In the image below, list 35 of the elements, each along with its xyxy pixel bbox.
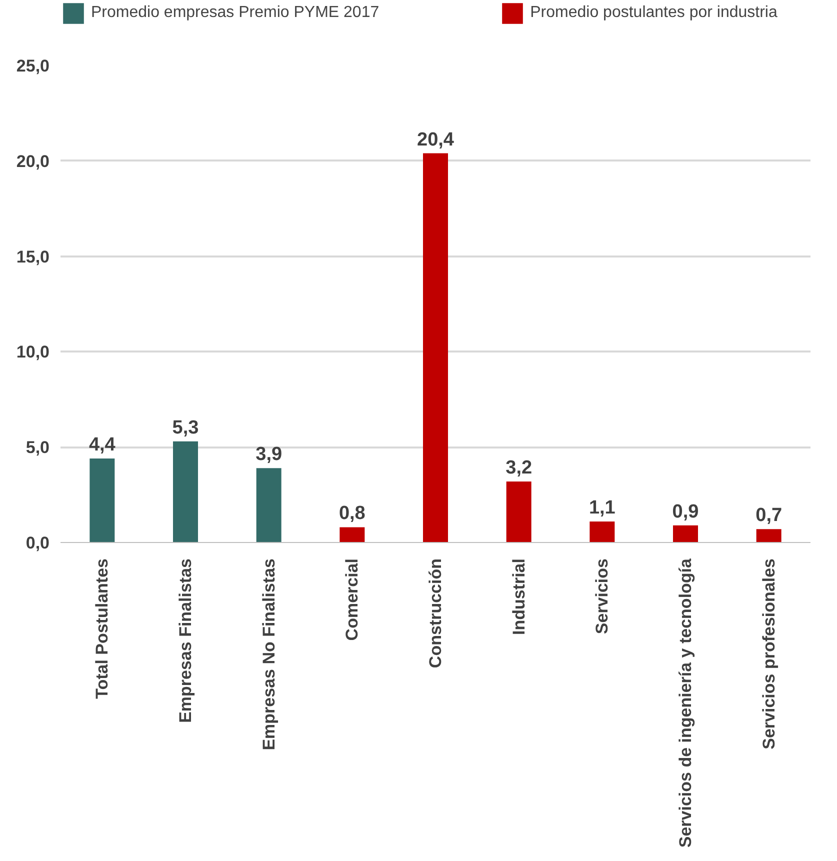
data-label: 3,2: [506, 457, 532, 478]
bar: [423, 153, 448, 542]
bar: [90, 458, 115, 542]
y-tick-label: 5,0: [26, 438, 50, 458]
y-tick-label: 25,0: [16, 56, 50, 76]
x-tick-label: Construcción: [426, 558, 445, 668]
bar: [256, 468, 282, 542]
data-label: 0,7: [756, 505, 782, 526]
x-tick-label: Total Postulantes: [92, 558, 112, 699]
x-tick-label: Industrial: [509, 558, 528, 636]
data-label: 1,1: [588, 498, 616, 519]
x-tick-label: Servicios: [592, 558, 612, 634]
y-tick-label: 10,0: [16, 342, 50, 362]
x-tick-label: Comercial: [342, 558, 362, 641]
x-tick-label: Empresas No Finalistas: [259, 558, 278, 750]
data-label: 3,9: [256, 444, 282, 466]
bar: [590, 522, 615, 542]
data-label: 20,4: [417, 129, 454, 150]
bar: [756, 529, 782, 542]
bar: [340, 527, 365, 542]
x-tick-label: Empresas Finalistas: [176, 558, 195, 723]
data-label: 0,8: [338, 503, 366, 524]
x-tick-label: Servicios profesionales: [759, 558, 778, 750]
legend-label: Promedio empresas Premio PYME 2017: [91, 4, 380, 22]
bar: [506, 481, 532, 542]
data-label: 5,3: [172, 417, 199, 438]
bar: [173, 441, 198, 542]
y-tick-label: 0,0: [26, 534, 50, 552]
y-tick-label: 20,0: [16, 152, 50, 171]
bar: [673, 525, 698, 542]
data-label: 4,4: [88, 434, 116, 456]
data-label: 0,9: [672, 501, 699, 522]
legend-label: Promedio postulantes por industria: [530, 4, 778, 22]
x-tick-label: Servicios de ingeniería y tecnología: [676, 558, 695, 848]
y-tick-label: 15,0: [16, 247, 50, 266]
